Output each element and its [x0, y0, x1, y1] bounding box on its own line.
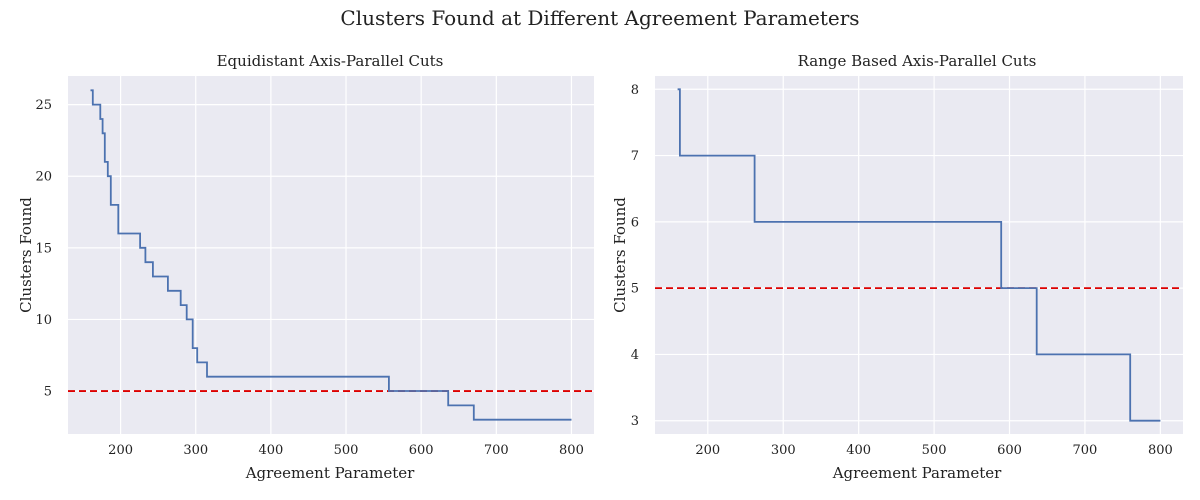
right-x-tick-label: 300	[771, 443, 796, 458]
left-x-tick-label: 700	[484, 443, 509, 458]
right-series-line-0	[677, 88, 1161, 422]
left-x-tick-label: 400	[258, 443, 283, 458]
left-subplot-title: Equidistant Axis-Parallel Cuts	[217, 52, 444, 70]
right-x-tick-label: 600	[997, 443, 1022, 458]
left-x-axis-label: Agreement Parameter	[245, 464, 415, 482]
right-x-tick-label: 200	[695, 443, 720, 458]
left-y-tick-label: 10	[35, 313, 52, 328]
left-y-tick-label: 20	[35, 170, 52, 185]
left-plot-area	[68, 76, 594, 434]
right-x-tick-label: 700	[1073, 443, 1098, 458]
left-x-tick-label: 200	[108, 443, 133, 458]
left-y-tick-label: 15	[35, 241, 52, 256]
left-x-tick-label: 800	[559, 443, 584, 458]
left-y-axis-label: Clusters Found	[17, 197, 35, 313]
left-x-tick-label: 600	[409, 443, 434, 458]
right-subplot: Range Based Axis-Parallel Cuts Agreement…	[611, 52, 1183, 482]
right-x-axis-label: Agreement Parameter	[832, 464, 1002, 482]
left-subplot: Equidistant Axis-Parallel Cuts Agreement…	[17, 52, 594, 482]
right-y-tick-label: 6	[631, 215, 639, 230]
left-series-line-0	[90, 89, 572, 421]
right-subplot-title: Range Based Axis-Parallel Cuts	[798, 52, 1037, 70]
right-x-tick-label: 800	[1148, 443, 1173, 458]
right-x-tick-label: 500	[922, 443, 947, 458]
left-y-tick-label: 5	[44, 385, 52, 400]
left-y-tick-label: 25	[35, 98, 52, 113]
right-y-tick-label: 7	[631, 149, 639, 164]
right-y-tick-label: 4	[631, 348, 639, 363]
right-y-tick-label: 3	[631, 414, 639, 429]
right-y-tick-label: 8	[631, 83, 639, 98]
right-y-axis-label: Clusters Found	[611, 197, 629, 313]
right-y-tick-label: 5	[631, 282, 639, 297]
right-plot-area	[655, 76, 1183, 434]
right-x-tick-label: 400	[846, 443, 871, 458]
left-x-tick-label: 300	[183, 443, 208, 458]
figure-title: Clusters Found at Different Agreement Pa…	[340, 6, 859, 30]
left-x-tick-label: 500	[334, 443, 359, 458]
